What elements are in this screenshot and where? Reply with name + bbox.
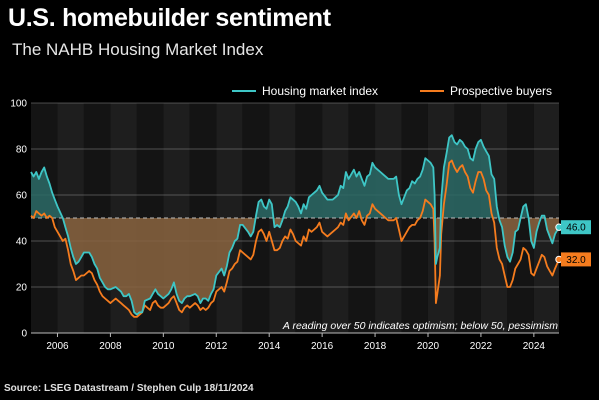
x-tick-label: 2022: [470, 341, 493, 352]
area-below-50: [31, 218, 559, 315]
chart-subtitle: The NAHB Housing Market Index: [12, 40, 264, 59]
legend: Housing market index Prospective buyers: [232, 84, 552, 98]
y-tick-label: 60: [16, 191, 28, 202]
x-tick-label: 2010: [152, 341, 175, 352]
end-label-housing-market-index: 46.0: [566, 223, 586, 234]
source-credit: Source: LSEG Datastream / Stephen Culp 1…: [4, 383, 254, 394]
annotation-note: A reading over 50 indicates optimism; be…: [282, 320, 558, 332]
legend-label-prospective-buyers: Prospective buyers: [450, 84, 552, 98]
end-label-box-prospective-buyers: [561, 252, 591, 267]
x-tick-label: 2006: [46, 341, 69, 352]
legend-label-housing-market-index: Housing market index: [262, 84, 378, 98]
series-line-prospective-buyers: [30, 159, 560, 318]
y-tick-label: 20: [16, 283, 28, 294]
x-tick-label: 2008: [99, 341, 122, 352]
end-label-box-housing-market-index: [561, 220, 591, 235]
x-tick-label: 2012: [205, 341, 228, 352]
y-tick-label: 100: [10, 99, 27, 110]
x-tick-label: 2024: [523, 341, 546, 352]
x-tick-label: 2014: [258, 341, 281, 352]
x-tick-label: 2020: [417, 341, 440, 352]
y-tick-label: 0: [21, 329, 27, 340]
end-markers: 46.0 32.0: [555, 220, 591, 267]
y-axis-ticks: 0 20 40 60 80 100: [10, 99, 27, 340]
chart-title: U.S. homebuilder sentiment: [8, 4, 331, 32]
y-tick-label: 80: [16, 145, 28, 156]
series-lines: [30, 134, 560, 318]
x-tick-label: 2016: [311, 341, 334, 352]
x-axis-ticks: 2006 2008 2010 2012 2014 2016 2018 2020 2022 2024: [46, 333, 545, 352]
end-label-prospective-buyers: 32.0: [566, 255, 586, 266]
area-fills: [31, 135, 559, 315]
series-line-housing-market-index: [30, 134, 560, 316]
x-tick-label: 2018: [364, 341, 387, 352]
y-tick-label: 40: [16, 237, 28, 248]
area-above-50: [31, 135, 559, 218]
